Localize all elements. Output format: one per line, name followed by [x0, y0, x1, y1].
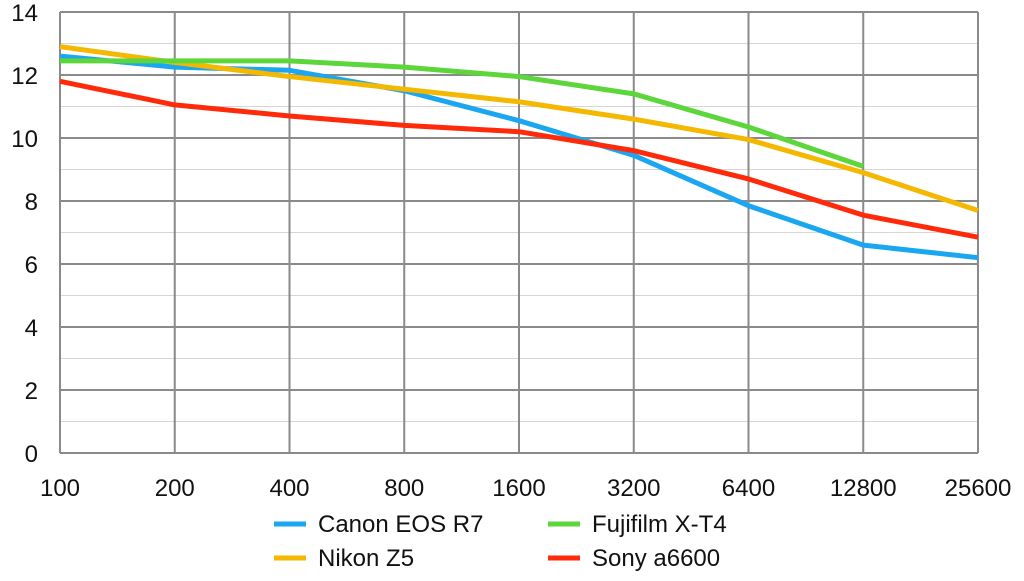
x-tick-label: 400 — [269, 475, 309, 502]
legend: Canon EOS R7 Nikon Z5 Fujifilm X-T4 Sony a6… — [274, 511, 727, 572]
x-tick-label: 1600 — [492, 475, 545, 502]
x-tick-label: 25600 — [945, 475, 1012, 502]
series-line-fujifilm-x-t4 — [60, 58, 865, 169]
series-line-sony-a6600 — [59, 78, 979, 240]
y-tick-label: 10 — [11, 126, 38, 153]
y-tick-label: 6 — [25, 252, 38, 279]
x-tick-label: 100 — [40, 475, 80, 502]
y-tick-label: 8 — [25, 189, 38, 216]
x-tick-label: 200 — [155, 475, 195, 502]
legend-label: Sony a6600 — [592, 545, 720, 572]
series-line-nikon-z5 — [59, 44, 979, 213]
x-tick-label: 800 — [384, 475, 424, 502]
x-tick-label: 3200 — [607, 475, 660, 502]
legend-label: Canon EOS R7 — [318, 511, 483, 538]
y-tick-label: 0 — [25, 441, 38, 468]
y-tick-label: 12 — [11, 63, 38, 90]
x-tick-label: 12800 — [830, 475, 897, 502]
legend-label: Fujifilm X-T4 — [592, 511, 727, 538]
series-lines — [59, 44, 979, 261]
y-axis: 0 2 4 6 8 10 12 14 — [11, 0, 38, 468]
x-tick-label: 6400 — [722, 475, 775, 502]
legend-label: Nikon Z5 — [318, 545, 414, 572]
x-axis: 100 200 400 800 1600 3200 6400 12800 25600 — [40, 475, 1011, 502]
y-tick-label: 14 — [11, 0, 38, 27]
y-tick-label: 4 — [25, 315, 38, 342]
y-tick-label: 2 — [25, 378, 38, 405]
